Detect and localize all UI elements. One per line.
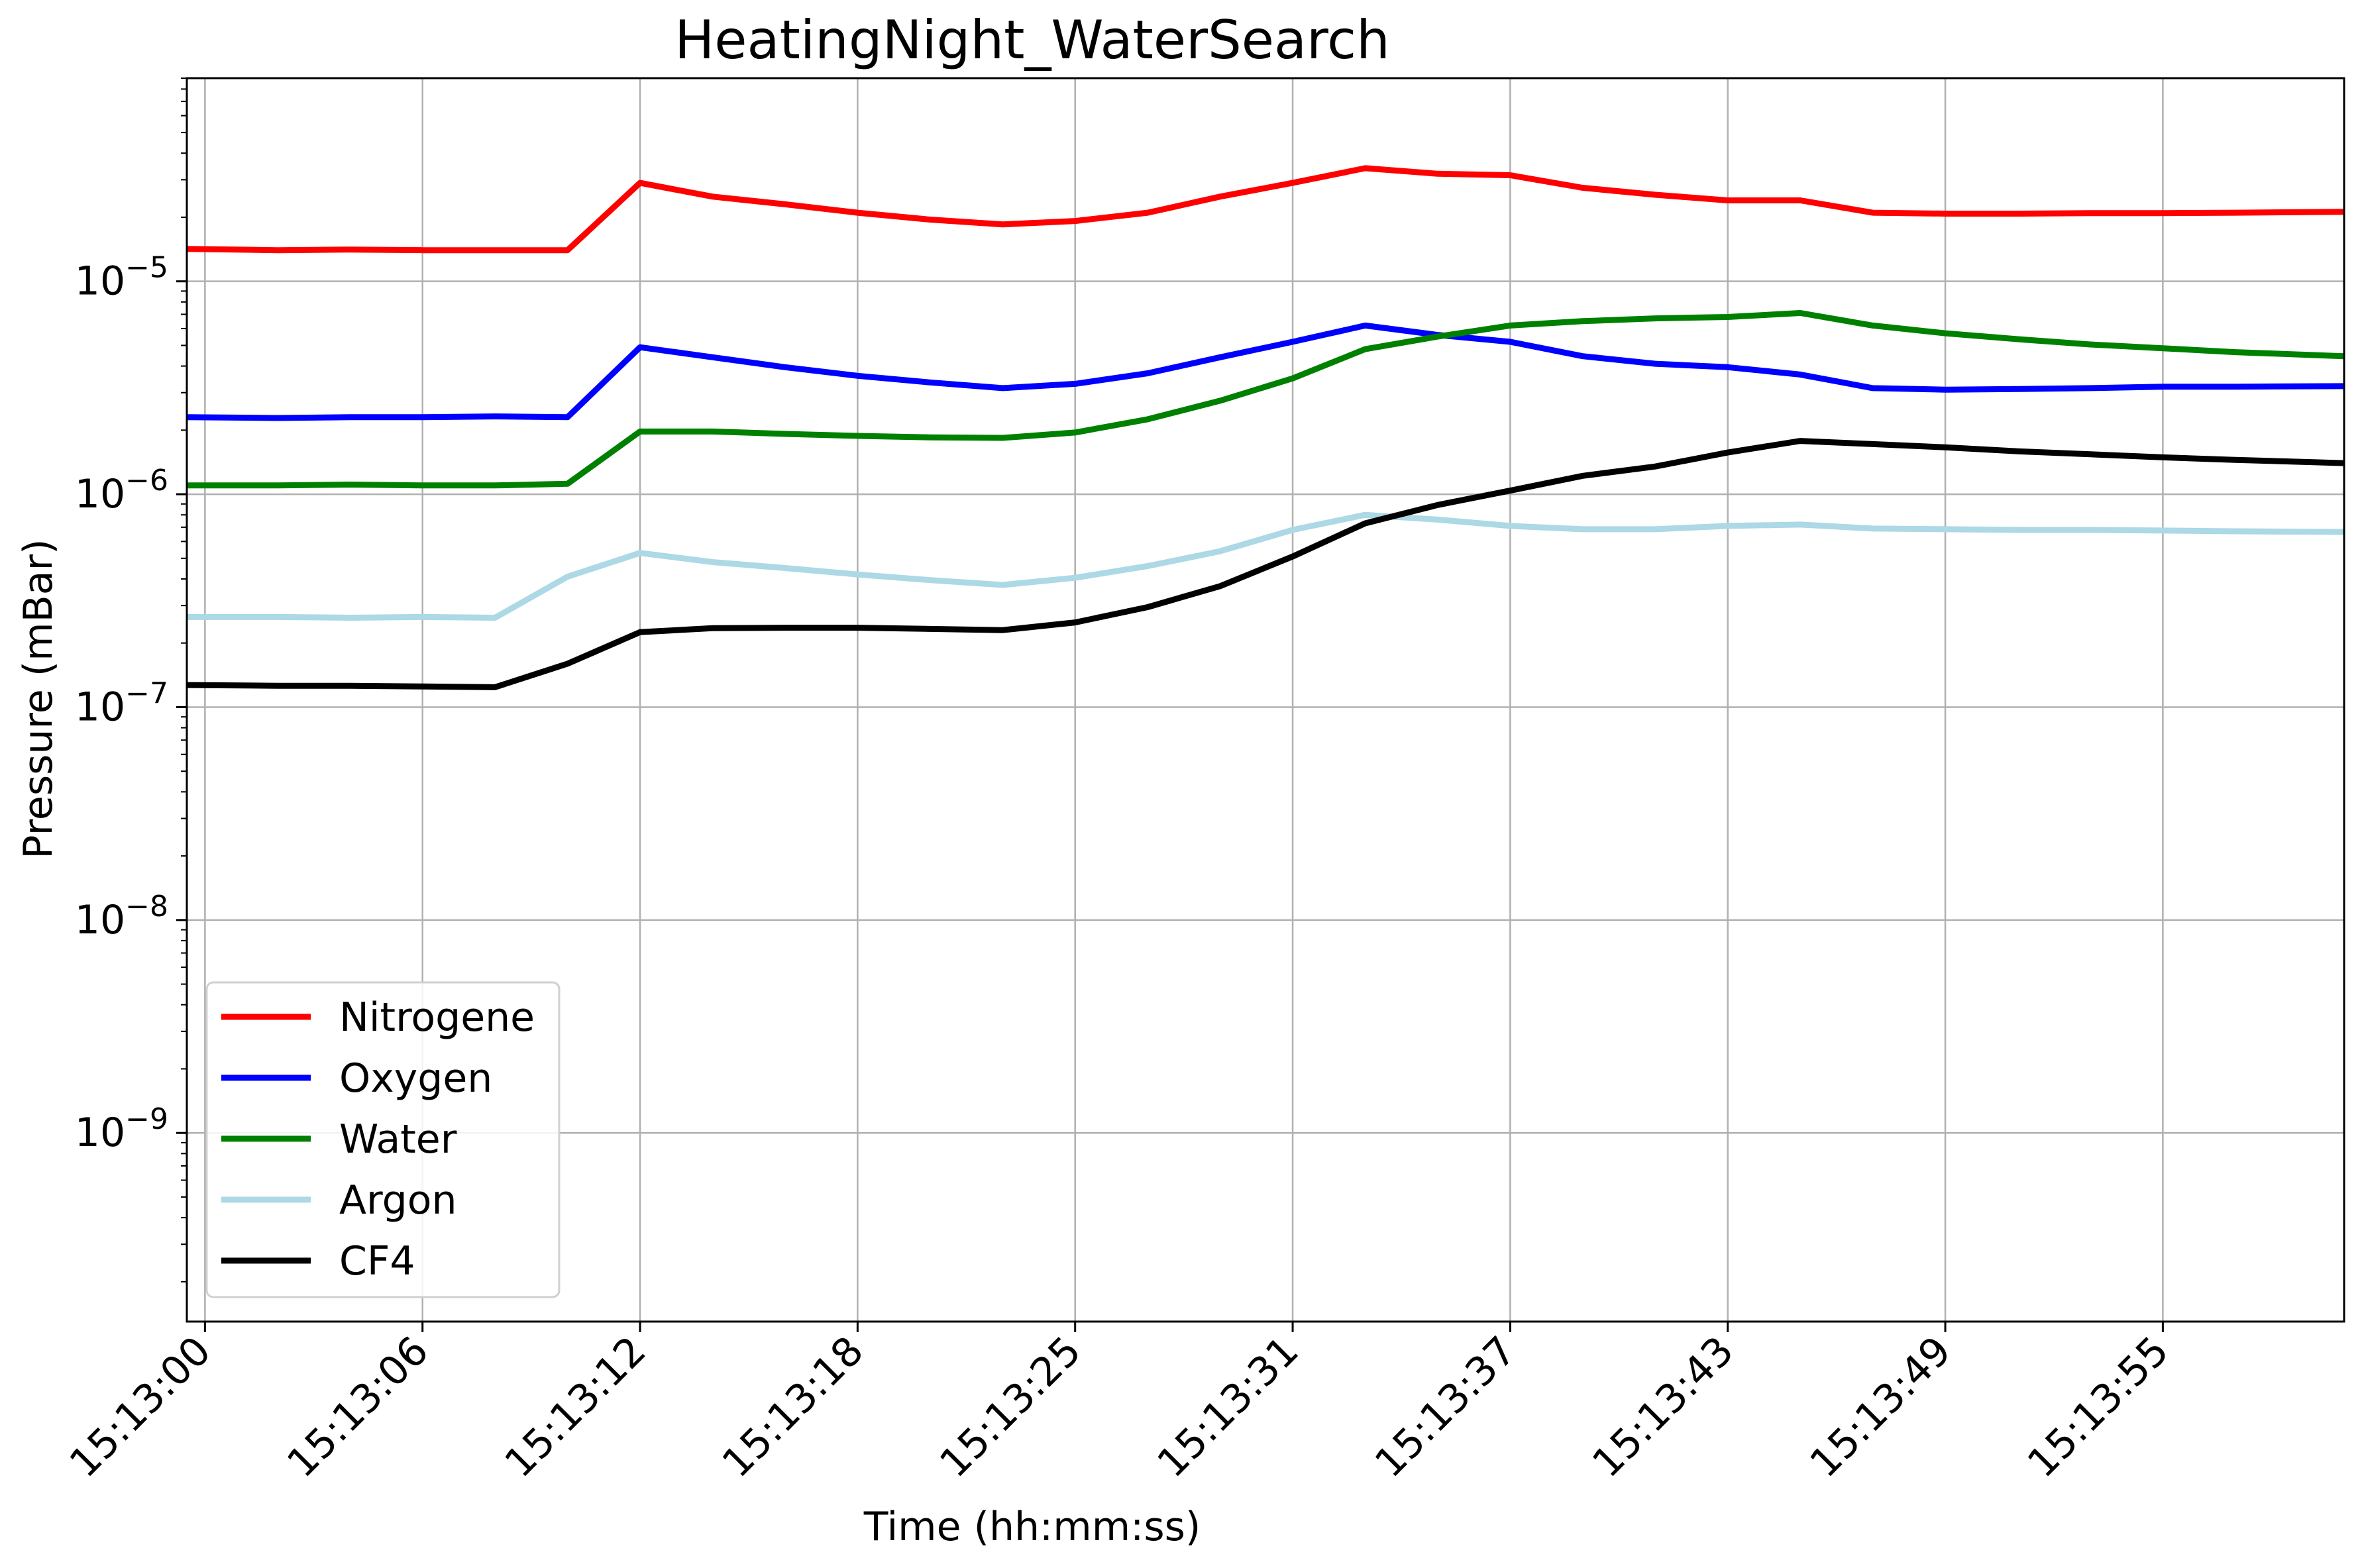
legend-label: Water [339,1116,457,1163]
y-axis-label: Pressure (mBar) [15,539,62,859]
chart-title: HeatingNight_WaterSearch [674,9,1390,71]
legend-label: CF4 [339,1238,415,1284]
legend-box [205,981,561,1298]
series-line-argon [187,511,2345,621]
series-line-water [187,310,2345,489]
series-line-nitrogene [186,165,2345,254]
y-tick-label: 10−7 [75,676,168,730]
series-line-oxygen [186,322,2345,421]
series-lines [186,165,2345,690]
legend-label: Argon [339,1177,456,1224]
y-tick-label: 10−8 [75,890,168,943]
legend: Nitrogene Oxygen Water Argon CF4 [205,981,561,1298]
series-line-cf4 [186,438,2345,690]
x-axis-label: Time (hh:mm:ss) [863,1504,1201,1550]
plot-frame [186,77,2345,1323]
legend-label: Nitrogene [339,994,535,1041]
y-tick-label: 10−6 [75,464,168,517]
legend-label: Oxygen [339,1055,492,1102]
y-tick-label: 10−5 [75,251,168,305]
y-tick-label: 10−9 [75,1102,168,1156]
y-axis: 10−9 10−8 10−7 10−6 10−5 [75,78,187,1282]
